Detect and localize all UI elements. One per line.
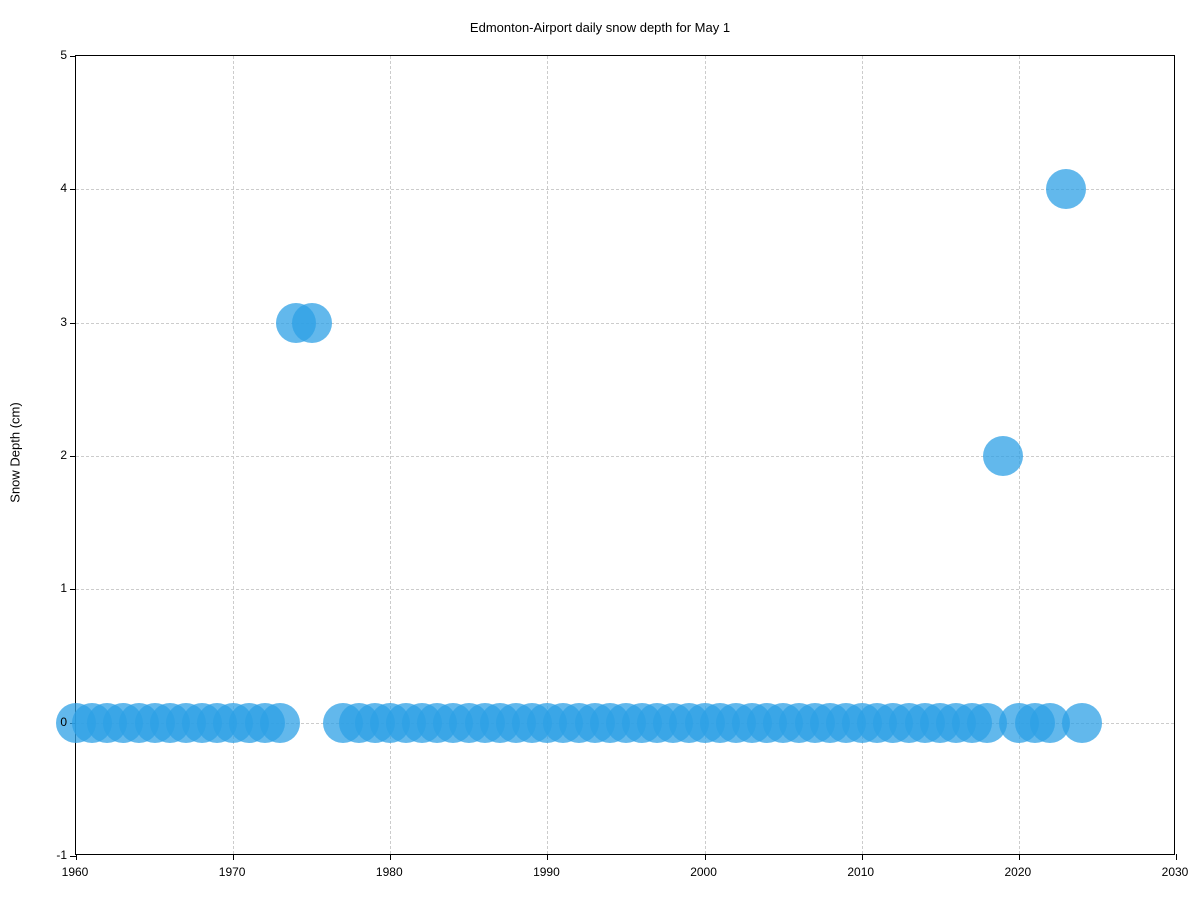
- y-tick-label: 0: [45, 715, 67, 729]
- x-tick: [233, 854, 234, 860]
- y-axis-label: Snow Depth (cm): [8, 353, 23, 553]
- data-point: [260, 703, 300, 743]
- y-tick: [70, 456, 76, 457]
- y-tick: [70, 323, 76, 324]
- data-point: [1062, 703, 1102, 743]
- y-tick-label: 1: [45, 581, 67, 595]
- plot-area: [75, 55, 1175, 855]
- x-tick: [862, 854, 863, 860]
- y-tick: [70, 856, 76, 857]
- x-tick-label: 1990: [533, 865, 560, 879]
- x-tick-label: 2030: [1162, 865, 1189, 879]
- x-tick: [1019, 854, 1020, 860]
- data-point: [292, 303, 332, 343]
- data-point: [1046, 169, 1086, 209]
- x-tick-label: 2020: [1004, 865, 1031, 879]
- x-tick: [705, 854, 706, 860]
- y-tick-label: -1: [45, 848, 67, 862]
- x-tick: [390, 854, 391, 860]
- chart-title: Edmonton-Airport daily snow depth for Ma…: [0, 20, 1200, 35]
- gridline-h: [76, 189, 1174, 190]
- x-tick-label: 1960: [62, 865, 89, 879]
- x-tick: [1176, 854, 1177, 860]
- y-tick-label: 2: [45, 448, 67, 462]
- y-tick: [70, 56, 76, 57]
- y-tick-label: 4: [45, 181, 67, 195]
- y-tick-label: 5: [45, 48, 67, 62]
- x-tick-label: 1970: [219, 865, 246, 879]
- y-tick: [70, 189, 76, 190]
- y-tick: [70, 589, 76, 590]
- data-point: [983, 436, 1023, 476]
- x-tick-label: 2000: [690, 865, 717, 879]
- x-tick: [547, 854, 548, 860]
- gridline-h: [76, 323, 1174, 324]
- x-tick-label: 2010: [847, 865, 874, 879]
- y-tick-label: 3: [45, 315, 67, 329]
- x-tick-label: 1980: [376, 865, 403, 879]
- gridline-h: [76, 589, 1174, 590]
- x-tick: [76, 854, 77, 860]
